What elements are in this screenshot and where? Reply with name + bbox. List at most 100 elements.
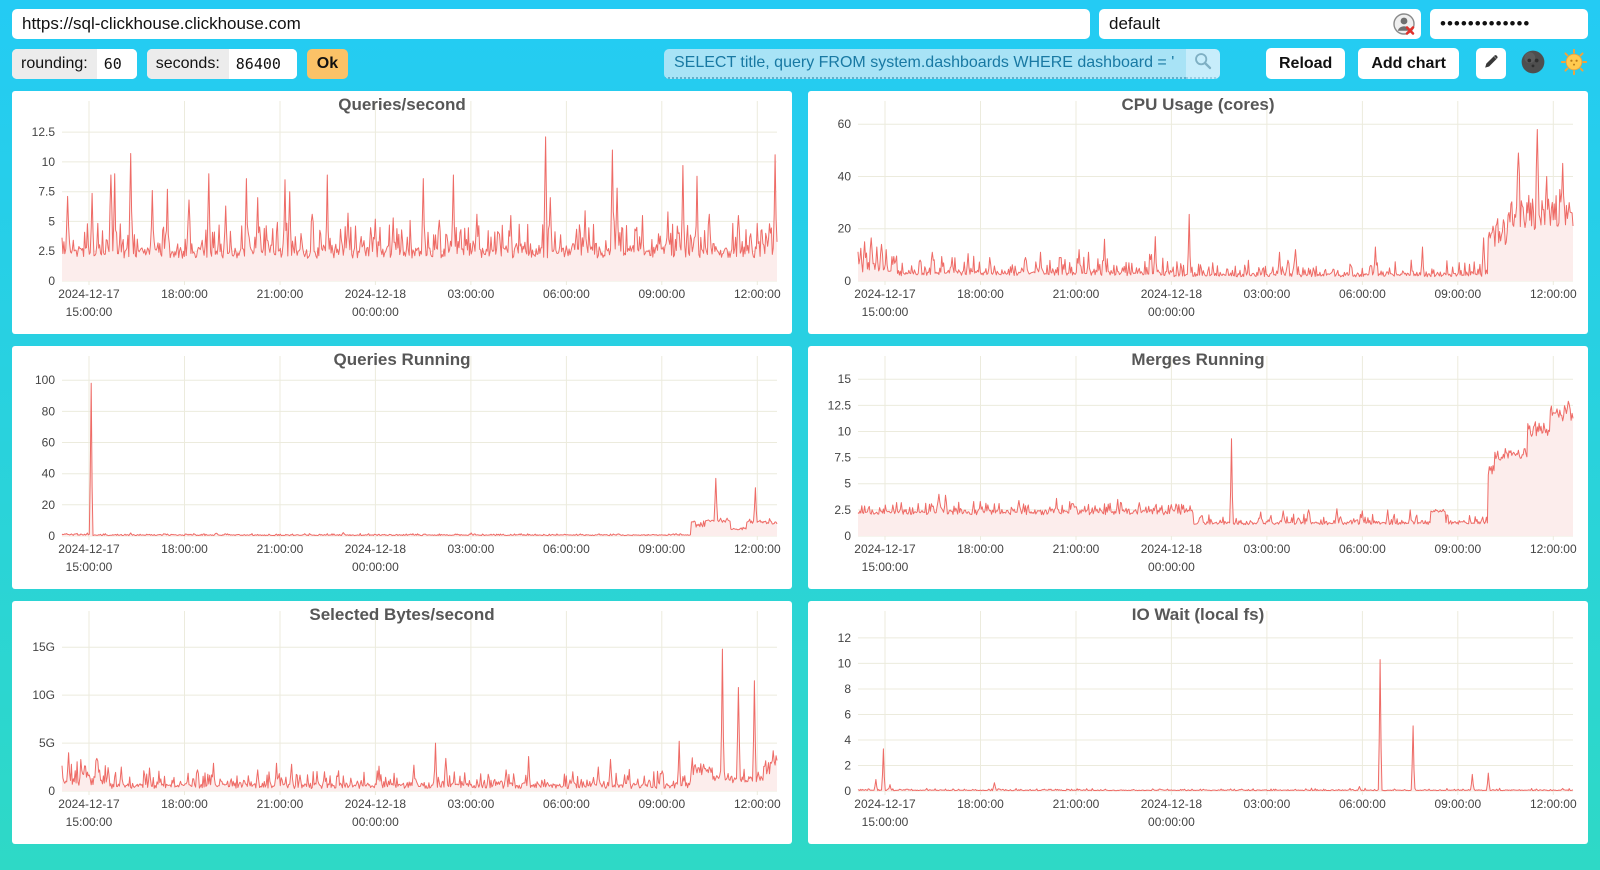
svg-text:09:00:00: 09:00:00 (638, 287, 685, 301)
svg-text:21:00:00: 21:00:00 (257, 287, 304, 301)
svg-text:21:00:00: 21:00:00 (1053, 797, 1100, 811)
svg-text:0: 0 (844, 274, 851, 288)
dark-theme-button[interactable] (1519, 50, 1547, 78)
svg-text:12.5: 12.5 (32, 125, 56, 139)
svg-text:2024-12-17: 2024-12-17 (58, 542, 120, 556)
svg-text:80: 80 (42, 404, 56, 418)
svg-text:06:00:00: 06:00:00 (543, 797, 590, 811)
svg-text:06:00:00: 06:00:00 (1339, 287, 1386, 301)
search-icon (1192, 50, 1214, 75)
svg-text:03:00:00: 03:00:00 (448, 287, 495, 301)
svg-text:21:00:00: 21:00:00 (1053, 287, 1100, 301)
svg-text:03:00:00: 03:00:00 (1244, 797, 1291, 811)
svg-text:15:00:00: 15:00:00 (862, 560, 909, 574)
svg-text:09:00:00: 09:00:00 (1434, 542, 1481, 556)
svg-text:03:00:00: 03:00:00 (448, 542, 495, 556)
svg-text:6: 6 (844, 708, 851, 722)
user-field-wrap (1099, 9, 1421, 39)
chart-card-queries-per-second: Queries/second 2024-12-17 15:00:00 18:00:0… (12, 91, 792, 334)
edit-button[interactable] (1476, 48, 1506, 79)
svg-text:0: 0 (48, 529, 55, 543)
svg-text:0: 0 (48, 784, 55, 798)
chart-card-merges-running: Merges Running 2024-12-17 15:00:00 18:00:0… (808, 346, 1588, 589)
chart-canvas[interactable]: 2024-12-17 15:00:00 18:00:00 21:00:00 2024-1… (808, 346, 1588, 589)
rounding-label: rounding: (12, 48, 97, 79)
svg-text:12:00:00: 12:00:00 (1530, 287, 1577, 301)
charts-grid: Queries/second 2024-12-17 15:00:00 18:00:0… (12, 91, 1588, 844)
svg-text:18:00:00: 18:00:00 (161, 797, 208, 811)
rounding-input[interactable] (96, 48, 137, 79)
svg-text:60: 60 (838, 117, 852, 131)
svg-text:12: 12 (838, 631, 852, 645)
light-theme-sun-icon (1560, 48, 1588, 78)
svg-text:2: 2 (844, 759, 851, 773)
svg-text:00:00:00: 00:00:00 (352, 305, 399, 319)
svg-text:15:00:00: 15:00:00 (862, 815, 909, 829)
svg-text:10: 10 (838, 425, 852, 439)
chart-canvas[interactable]: 2024-12-17 15:00:00 18:00:00 21:00:00 2024-1… (808, 91, 1588, 334)
svg-text:10: 10 (838, 656, 852, 670)
svg-text:5: 5 (844, 477, 851, 491)
svg-text:10G: 10G (32, 688, 55, 702)
svg-text:00:00:00: 00:00:00 (352, 815, 399, 829)
svg-text:12:00:00: 12:00:00 (734, 797, 781, 811)
svg-text:2024-12-18: 2024-12-18 (1141, 797, 1203, 811)
svg-text:12.5: 12.5 (828, 398, 852, 412)
svg-text:21:00:00: 21:00:00 (257, 797, 304, 811)
chart-card-queries-running: Queries Running 2024-12-17 15:00:00 18:00:… (12, 346, 792, 589)
add-chart-button[interactable]: Add chart (1358, 48, 1459, 79)
run-query-button[interactable] (1185, 48, 1220, 79)
chart-canvas[interactable]: 2024-12-17 15:00:00 18:00:00 21:00:00 2024-1… (12, 346, 792, 589)
reload-button[interactable]: Reload (1265, 48, 1346, 79)
chart-card-cpu-usage: CPU Usage (cores) 2024-12-17 15:00:00 18:0… (808, 91, 1588, 334)
svg-text:15:00:00: 15:00:00 (66, 815, 113, 829)
dashboard-query-input[interactable] (663, 48, 1186, 79)
chart-canvas[interactable]: 2024-12-17 15:00:00 18:00:00 21:00:00 2024-1… (12, 601, 792, 844)
svg-text:15G: 15G (32, 640, 55, 654)
user-status-icon (1392, 12, 1416, 36)
svg-text:18:00:00: 18:00:00 (957, 542, 1004, 556)
svg-text:09:00:00: 09:00:00 (638, 542, 685, 556)
ok-button[interactable]: Ok (306, 48, 349, 79)
svg-text:21:00:00: 21:00:00 (1053, 542, 1100, 556)
seconds-control: seconds: (146, 48, 297, 79)
svg-text:12:00:00: 12:00:00 (1530, 797, 1577, 811)
svg-text:2024-12-17: 2024-12-17 (58, 287, 120, 301)
user-input[interactable] (1099, 9, 1421, 39)
svg-text:2024-12-18: 2024-12-18 (1141, 287, 1203, 301)
svg-text:03:00:00: 03:00:00 (1244, 542, 1291, 556)
svg-text:03:00:00: 03:00:00 (1244, 287, 1291, 301)
svg-text:06:00:00: 06:00:00 (543, 542, 590, 556)
svg-text:18:00:00: 18:00:00 (957, 797, 1004, 811)
server-url-input[interactable] (12, 9, 1090, 39)
chart-card-io-wait: IO Wait (local fs) 2024-12-17 15:00:00 18:… (808, 601, 1588, 844)
svg-text:5G: 5G (39, 736, 55, 750)
svg-text:09:00:00: 09:00:00 (1434, 797, 1481, 811)
svg-text:15:00:00: 15:00:00 (66, 305, 113, 319)
svg-text:2024-12-18: 2024-12-18 (1141, 542, 1203, 556)
svg-text:5: 5 (48, 214, 55, 228)
svg-text:2024-12-18: 2024-12-18 (345, 287, 407, 301)
password-input[interactable] (1430, 9, 1588, 39)
svg-text:12:00:00: 12:00:00 (1530, 542, 1577, 556)
svg-text:10: 10 (42, 155, 56, 169)
seconds-input[interactable] (228, 48, 297, 79)
svg-text:00:00:00: 00:00:00 (1148, 815, 1195, 829)
svg-text:2024-12-17: 2024-12-17 (58, 797, 120, 811)
svg-text:2024-12-17: 2024-12-17 (854, 542, 916, 556)
chart-card-selected-bytes: Selected Bytes/second 2024-12-17 15:00:00… (12, 601, 792, 844)
svg-text:06:00:00: 06:00:00 (1339, 797, 1386, 811)
svg-text:00:00:00: 00:00:00 (1148, 305, 1195, 319)
controls-bar: rounding: seconds: Ok Reload Add chart (12, 48, 1588, 79)
seconds-label: seconds: (146, 48, 229, 79)
dark-theme-moon-icon (1520, 49, 1546, 78)
rounding-control: rounding: (12, 48, 137, 79)
svg-text:60: 60 (42, 436, 56, 450)
light-theme-button[interactable] (1560, 48, 1588, 78)
svg-text:15:00:00: 15:00:00 (66, 560, 113, 574)
svg-text:0: 0 (48, 274, 55, 288)
svg-text:8: 8 (844, 682, 851, 696)
chart-canvas[interactable]: 2024-12-17 15:00:00 18:00:00 21:00:00 2024-1… (12, 91, 792, 334)
chart-canvas[interactable]: 2024-12-17 15:00:00 18:00:00 21:00:00 2024-1… (808, 601, 1588, 844)
svg-text:03:00:00: 03:00:00 (448, 797, 495, 811)
